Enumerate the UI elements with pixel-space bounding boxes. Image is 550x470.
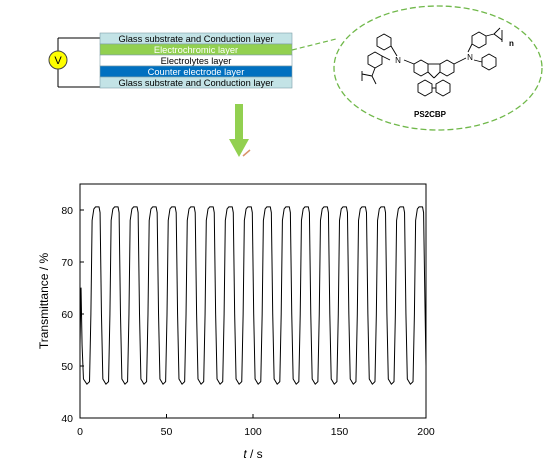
series-line-transmittance bbox=[79, 206, 427, 385]
callout-connector bbox=[291, 38, 337, 51]
y-axis: 40 50 60 70 80 bbox=[61, 205, 84, 425]
y-tick-label: 80 bbox=[61, 205, 73, 217]
external-circuit: V bbox=[48, 37, 100, 88]
molecule-name: PS2CBP bbox=[414, 110, 447, 119]
layer-label-glass-top: Glass substrate and Conduction layer bbox=[118, 34, 273, 44]
repeat-unit-label: n bbox=[509, 39, 514, 48]
y-tick-label: 50 bbox=[61, 361, 73, 373]
y-axis-label: Transmittance / % bbox=[37, 253, 51, 350]
transmittance-chart: 40 50 60 70 80 0 50 100 150 200 Transmittance / … bbox=[37, 183, 435, 461]
voltage-source-icon bbox=[48, 50, 68, 70]
molecule-callout: N N n PS2CBP bbox=[291, 5, 543, 131]
y-tick-label: 60 bbox=[61, 309, 73, 321]
x-tick-label: 0 bbox=[77, 426, 83, 438]
layer-label-electrochromic: Electrochromic layer bbox=[154, 45, 238, 55]
x-axis-label-unit: / s bbox=[247, 447, 263, 461]
x-tick-label: 50 bbox=[161, 426, 173, 438]
y-tick-label: 40 bbox=[61, 413, 73, 425]
layer-stack: Glass substrate and Conduction layer Ele… bbox=[99, 32, 293, 89]
layer-label-glass-bottom: Glass substrate and Conduction layer bbox=[118, 78, 273, 88]
x-tick-label: 100 bbox=[244, 426, 262, 438]
x-tick-label: 200 bbox=[417, 426, 435, 438]
nitrogen-label-right: N bbox=[467, 53, 473, 62]
down-arrow-icon bbox=[229, 104, 251, 157]
x-axis-label: t / s bbox=[243, 447, 262, 461]
layer-label-electrolytes: Electrolytes layer bbox=[161, 56, 232, 66]
device-schematic: V Glass substrate and Conduction layer E… bbox=[48, 32, 293, 89]
layer-glass-bottom bbox=[99, 76, 293, 89]
nitrogen-label-left: N bbox=[395, 56, 401, 65]
voltage-symbol: V bbox=[54, 55, 62, 67]
x-axis-label-variable: t bbox=[243, 447, 247, 461]
callout-ellipse bbox=[333, 5, 543, 131]
layer-label-counter-electrode: Counter electrode layer bbox=[148, 67, 245, 77]
x-axis: 0 50 100 150 200 bbox=[77, 414, 435, 438]
ps2cbp-structure-icon bbox=[361, 27, 503, 97]
x-tick-label: 150 bbox=[331, 426, 349, 438]
y-tick-label: 70 bbox=[61, 257, 73, 269]
